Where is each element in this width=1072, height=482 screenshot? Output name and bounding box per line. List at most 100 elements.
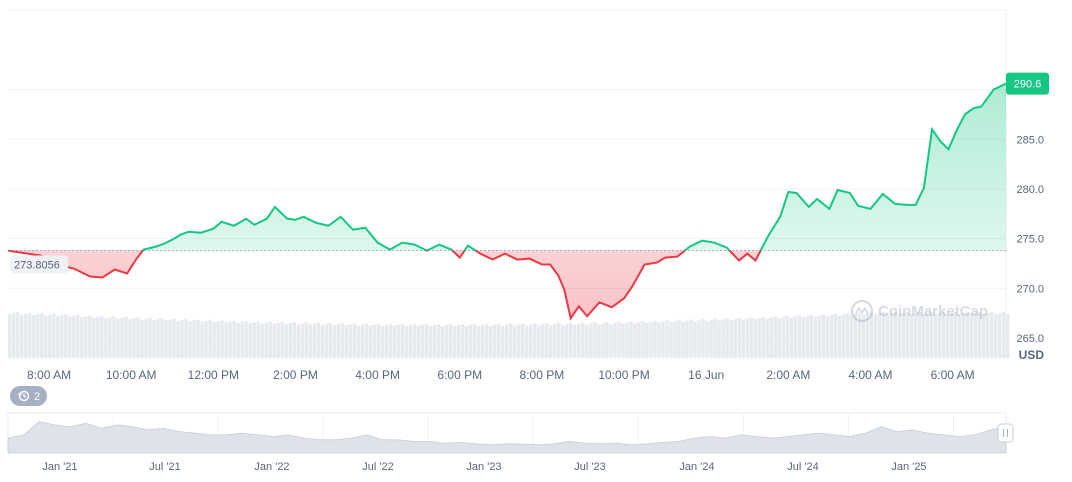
- volume-bar: [392, 325, 397, 358]
- volume-bar: [96, 316, 100, 358]
- volume-bar: [665, 320, 669, 358]
- x-tick-label: 4:00 AM: [848, 368, 892, 382]
- volume-bar: [356, 325, 361, 358]
- volume-bar: [88, 315, 92, 358]
- volume-bar: [549, 325, 553, 358]
- volume-bar: [388, 323, 393, 358]
- navigator-handle[interactable]: [997, 423, 1014, 443]
- history-icon: [18, 390, 30, 402]
- history-badge-count: 2: [34, 391, 40, 403]
- volume-bar: [352, 323, 357, 358]
- y-tick-label: 275.0: [1016, 234, 1044, 246]
- volume-bar: [577, 323, 581, 358]
- volume-bar: [28, 312, 32, 358]
- volume-bar: [701, 319, 705, 358]
- watermark-text: CoinMarketCap: [878, 303, 988, 320]
- volume-bar: [40, 313, 44, 358]
- volume-bar: [625, 322, 629, 358]
- volume-bar: [496, 323, 501, 358]
- volume-bar: [128, 319, 132, 358]
- volume-bar: [340, 323, 345, 358]
- volume-bar: [757, 317, 761, 358]
- volume-bar: [68, 316, 72, 358]
- volume-bar: [601, 323, 605, 358]
- volume-bar: [344, 325, 349, 358]
- volume-bar: [80, 317, 84, 358]
- volume-bar: [124, 316, 128, 358]
- navigator-handle-grip[interactable]: [997, 423, 1014, 443]
- volume-bar: [420, 324, 425, 358]
- volume-bar: [605, 321, 609, 358]
- volume-bar: [188, 321, 192, 358]
- volume-bar: [569, 322, 573, 358]
- volume-bar: [953, 312, 958, 358]
- coinmarketcap-logo-icon: [850, 299, 874, 323]
- volume-bar: [709, 319, 713, 358]
- navigator-x-tick-label: Jul '24: [787, 461, 818, 473]
- volume-bar: [480, 324, 485, 358]
- volume-bar: [533, 323, 537, 358]
- currency-label: USD: [1019, 348, 1045, 362]
- volume-bar: [777, 318, 781, 358]
- volume-bar: [464, 325, 469, 358]
- volume-bar: [180, 320, 184, 358]
- volume-bar: [653, 320, 657, 358]
- x-tick-label: 16 Jun: [688, 368, 724, 382]
- volume-bar: [509, 323, 513, 358]
- volume-bar: [729, 320, 733, 358]
- volume-bar: [1006, 314, 1010, 358]
- navigator-x-tick-label: Jul '21: [149, 461, 180, 473]
- volume-bar: [765, 318, 769, 358]
- volume-bar: [941, 312, 946, 358]
- volume-bar: [308, 324, 313, 358]
- navigator-x-tick-label: Jan '25: [891, 461, 926, 473]
- volume-bar: [76, 314, 80, 358]
- volume-bar: [645, 322, 649, 358]
- volume-bar: [176, 320, 180, 358]
- volume-bar: [460, 323, 465, 358]
- y-tick-label: 265.0: [1016, 333, 1044, 345]
- time-navigator[interactable]: Jan '21 Jul '21 Jan '22 Jul '22 Jan '23 Jul '…: [7, 412, 1014, 473]
- volume-bar: [781, 317, 785, 358]
- navigator-x-tick-label: Jul '23: [574, 461, 605, 473]
- volume-bar: [901, 313, 906, 358]
- volume-bar: [64, 314, 68, 358]
- volume-bar: [877, 313, 882, 358]
- history-badge[interactable]: 2: [10, 386, 47, 406]
- volume-bar: [613, 322, 617, 358]
- volume-bar: [256, 321, 260, 358]
- y-tick-label: 285.0: [1016, 134, 1044, 146]
- volume-bar: [921, 314, 926, 358]
- volume-bar: [585, 324, 589, 358]
- volume-bar: [769, 317, 773, 358]
- volume-bar: [252, 322, 256, 358]
- volume-bar: [673, 321, 677, 358]
- volume-bar: [100, 315, 104, 358]
- current-price-text: 290.6: [1014, 79, 1042, 91]
- volume-bar: [216, 321, 220, 358]
- volume-bar: [969, 314, 974, 358]
- volume-bar: [989, 312, 994, 358]
- volume-bar: [452, 325, 457, 358]
- price-area: [8, 83, 1006, 319]
- volume-bar: [48, 314, 52, 358]
- volume-bar: [737, 317, 741, 358]
- volume-bar: [208, 319, 212, 358]
- x-tick-label: 4:00 PM: [355, 368, 400, 382]
- navigator-x-axis: Jan '21 Jul '21 Jan '22 Jul '22 Jan '23 Jul '…: [42, 461, 926, 473]
- volume-bar: [168, 319, 172, 358]
- volume-bar: [424, 323, 429, 358]
- volume-bar: [108, 317, 112, 358]
- volume-bar: [232, 320, 236, 358]
- volume-bar: [749, 317, 753, 358]
- area-below-baseline: [8, 250, 761, 319]
- volume-bar: [589, 323, 593, 358]
- volume-bar: [472, 323, 477, 358]
- volume-bar: [881, 312, 886, 358]
- volume-bar: [809, 314, 814, 358]
- volume-bar: [541, 324, 545, 358]
- y-axis: 265.0 270.0 275.0 280.0 285.0: [1016, 134, 1044, 345]
- volume-bar: [296, 324, 300, 358]
